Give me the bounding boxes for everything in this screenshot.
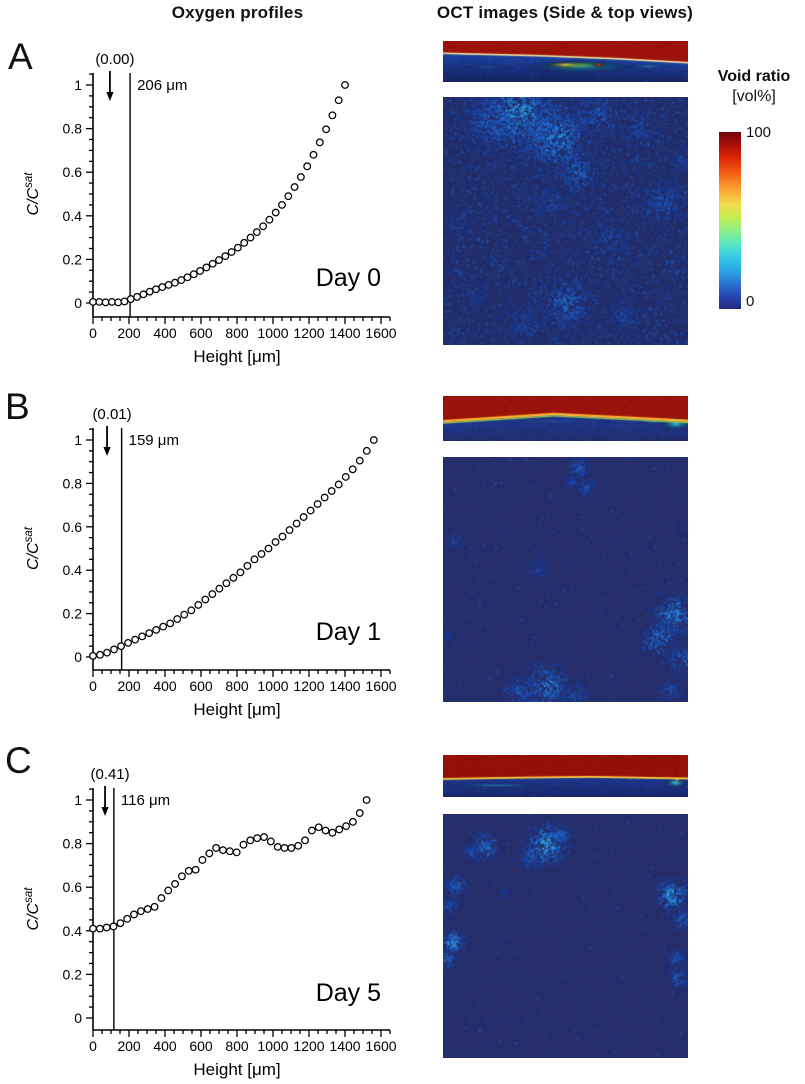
- svg-text:0.2: 0.2: [63, 251, 83, 267]
- svg-text:1600: 1600: [365, 1038, 396, 1054]
- svg-text:1000: 1000: [257, 1038, 288, 1054]
- svg-text:0.6: 0.6: [63, 164, 83, 180]
- x-axis-label: Height [μm]: [193, 347, 280, 366]
- x-axis-label: Height [μm]: [193, 1060, 280, 1079]
- oxygen-profile-plot-day0: 0 200 400 600 800 1000 1200 1400 1600 0 0.2 0.4 0.6 0…: [23, 51, 397, 366]
- data-points: [89, 81, 349, 307]
- svg-text:1600: 1600: [365, 325, 396, 341]
- svg-text:0: 0: [89, 1038, 97, 1054]
- vline-label: 159 μm: [129, 432, 179, 449]
- svg-text:400: 400: [153, 325, 177, 341]
- svg-text:1000: 1000: [257, 678, 288, 694]
- y-axis-label: C/Csat: [23, 526, 42, 570]
- svg-text:0.4: 0.4: [63, 562, 83, 578]
- data-points: [89, 436, 378, 660]
- oct-side-view-day0: [443, 41, 688, 82]
- colorbar-title: Void ratio: [717, 68, 791, 85]
- svg-text:0.8: 0.8: [63, 121, 83, 137]
- tick-labels: 0 200 400 600 800 1000 1200 1400 1600 0 0.2 0.4 0.6 0…: [63, 77, 397, 341]
- svg-text:800: 800: [225, 1038, 249, 1054]
- svg-text:1000: 1000: [257, 325, 288, 341]
- x-axis-label: Height [μm]: [193, 700, 280, 719]
- axes: [92, 73, 390, 318]
- svg-text:400: 400: [153, 678, 177, 694]
- svg-text:0.2: 0.2: [63, 606, 83, 622]
- svg-text:0.4: 0.4: [63, 208, 83, 224]
- ticks: [86, 788, 391, 1037]
- svg-text:0: 0: [89, 678, 97, 694]
- surface-value-annotation: (0.41): [90, 766, 129, 783]
- oct-side-view-day5: [443, 755, 688, 797]
- oct-top-view-day5: [443, 814, 688, 1058]
- surface-value-annotation: (0.01): [92, 406, 131, 423]
- down-arrow-icon: [101, 786, 109, 816]
- svg-text:0.8: 0.8: [63, 475, 83, 491]
- oct-side-view-day1: [443, 396, 688, 441]
- panel-a-letter: A: [8, 36, 33, 77]
- ticks: [86, 73, 391, 324]
- svg-text:1200: 1200: [293, 678, 324, 694]
- svg-text:1600: 1600: [365, 678, 396, 694]
- svg-text:0.8: 0.8: [63, 836, 83, 852]
- svg-text:0.4: 0.4: [63, 923, 83, 939]
- colorbar-min-label: 0: [746, 293, 755, 310]
- svg-text:0: 0: [74, 649, 82, 665]
- colorbar-max-label: 100: [746, 124, 772, 141]
- svg-text:1: 1: [74, 432, 82, 448]
- panel-c-letter: C: [5, 740, 32, 781]
- svg-text:1: 1: [74, 77, 82, 93]
- down-arrow-icon: [106, 71, 114, 101]
- void-ratio-colorbar: [719, 132, 741, 309]
- svg-text:400: 400: [153, 1038, 177, 1054]
- svg-text:1400: 1400: [329, 1038, 360, 1054]
- colorbar-unit: [vol%]: [732, 88, 776, 105]
- svg-text:200: 200: [117, 325, 141, 341]
- svg-text:0.6: 0.6: [63, 879, 83, 895]
- oxygen-profile-plot-day5: 0 200 400 600 800 1000 1200 1400 1600 0 0.2 0.4 0.6 0…: [23, 766, 397, 1079]
- svg-text:1200: 1200: [293, 325, 324, 341]
- oxygen-profiles-title: Oxygen profiles: [171, 3, 304, 22]
- tick-labels: 0 200 400 600 800 1000 1200 1400 1600 0 0.2 0.4 0.6 0…: [63, 432, 397, 694]
- oct-images-title: OCT images (Side & top views): [436, 3, 694, 22]
- svg-text:600: 600: [189, 678, 213, 694]
- data-points: [89, 796, 371, 933]
- svg-text:600: 600: [189, 1038, 213, 1054]
- day-label: Day 5: [316, 979, 381, 1007]
- surface-value-annotation: (0.00): [95, 51, 134, 68]
- svg-text:1400: 1400: [329, 678, 360, 694]
- y-axis-label: C/Csat: [23, 887, 42, 931]
- svg-text:1: 1: [74, 792, 82, 808]
- day-label: Day 0: [316, 264, 381, 292]
- svg-text:600: 600: [189, 325, 213, 341]
- tick-labels: 0 200 400 600 800 1000 1200 1400 1600 0 0.2 0.4 0.6 0…: [63, 792, 397, 1054]
- svg-text:1200: 1200: [293, 1038, 324, 1054]
- y-axis-label: C/Csat: [23, 172, 42, 216]
- svg-text:0: 0: [74, 1010, 82, 1026]
- vline-label: 116 μm: [121, 792, 170, 809]
- oct-top-view-day0: [443, 97, 688, 345]
- oct-top-view-day1: [443, 457, 688, 702]
- svg-text:0: 0: [74, 295, 82, 311]
- svg-text:1400: 1400: [329, 325, 360, 341]
- svg-text:200: 200: [117, 1038, 141, 1054]
- day-label: Day 1: [316, 618, 381, 646]
- svg-text:0.6: 0.6: [63, 519, 83, 535]
- svg-text:800: 800: [225, 325, 249, 341]
- panel-b-letter: B: [5, 386, 30, 427]
- svg-text:0: 0: [89, 325, 97, 341]
- vline-label: 206 μm: [137, 77, 187, 94]
- svg-text:0.2: 0.2: [63, 966, 83, 982]
- svg-text:800: 800: [225, 678, 249, 694]
- oxygen-profile-plot-day1: 0 200 400 600 800 1000 1200 1400 1600 0 0.2 0.4 0.6 0…: [23, 406, 397, 719]
- svg-text:200: 200: [117, 678, 141, 694]
- down-arrow-icon: [103, 426, 111, 456]
